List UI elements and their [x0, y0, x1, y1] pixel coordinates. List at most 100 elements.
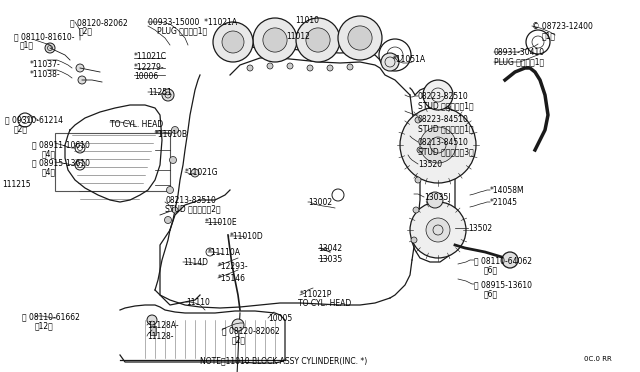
- Text: 13502: 13502: [468, 224, 492, 233]
- Bar: [150, 326, 156, 335]
- Text: Ⓥ 08915-13610: Ⓥ 08915-13610: [32, 158, 90, 167]
- Circle shape: [400, 107, 476, 183]
- Text: Ⓑ 08110-64062: Ⓑ 08110-64062: [474, 256, 532, 265]
- Text: 00933-15000  *11021A: 00933-15000 *11021A: [148, 18, 237, 27]
- Text: Ⓑ 08120-82062: Ⓑ 08120-82062: [70, 18, 128, 27]
- Text: STUD スタッド（1）: STUD スタッド（1）: [418, 101, 474, 110]
- Text: ＜1＞: ＜1＞: [542, 31, 556, 40]
- Circle shape: [502, 252, 518, 268]
- Text: 11128A-: 11128A-: [147, 321, 179, 330]
- Text: NOTE、11010 BLOCK ASSY CYLINDER(INC. *): NOTE、11010 BLOCK ASSY CYLINDER(INC. *): [200, 356, 367, 365]
- Text: 13042: 13042: [318, 244, 342, 253]
- Text: *11110A: *11110A: [208, 248, 241, 257]
- Text: TO CYL. HEAD: TO CYL. HEAD: [298, 299, 351, 308]
- Circle shape: [306, 28, 330, 52]
- Text: ＜6＞: ＜6＞: [484, 289, 498, 298]
- Text: © 08723-12400: © 08723-12400: [532, 22, 593, 31]
- Circle shape: [253, 18, 297, 62]
- Text: *11021P: *11021P: [300, 290, 332, 299]
- Circle shape: [78, 76, 86, 84]
- Text: ＜2＞: ＜2＞: [79, 26, 93, 35]
- Text: *11038-: *11038-: [30, 70, 61, 79]
- Text: 08931-30410: 08931-30410: [494, 48, 545, 57]
- Text: *11037-: *11037-: [30, 60, 61, 69]
- Circle shape: [287, 63, 293, 69]
- Circle shape: [348, 26, 372, 50]
- Text: PLUG プラグ（1）: PLUG プラグ（1）: [494, 57, 544, 66]
- Text: 08213-83510: 08213-83510: [165, 196, 216, 205]
- Circle shape: [232, 319, 244, 331]
- Text: 111215: 111215: [2, 180, 31, 189]
- Text: STUD スタッド（3）: STUD スタッド（3）: [418, 147, 474, 156]
- Text: 0C.0 RR: 0C.0 RR: [584, 356, 612, 362]
- Text: *11010E: *11010E: [205, 218, 237, 227]
- Text: *12279-: *12279-: [134, 63, 164, 72]
- Text: *11021C: *11021C: [134, 52, 167, 61]
- Text: *11010B: *11010B: [155, 130, 188, 139]
- Circle shape: [166, 186, 173, 193]
- Text: ＜4＞: ＜4＞: [42, 149, 56, 158]
- Text: PLUG プラグ（1）: PLUG プラグ（1）: [157, 26, 207, 35]
- Circle shape: [413, 207, 419, 213]
- Text: TO CYL. HEAD: TO CYL. HEAD: [110, 120, 163, 129]
- Text: 10005: 10005: [268, 314, 292, 323]
- Circle shape: [410, 202, 466, 258]
- Circle shape: [427, 192, 443, 208]
- Circle shape: [327, 65, 333, 71]
- Text: ＜1＞: ＜1＞: [20, 40, 34, 49]
- Text: 08213-84510: 08213-84510: [418, 138, 469, 147]
- Circle shape: [307, 65, 313, 71]
- Text: *11010D: *11010D: [230, 232, 264, 241]
- Circle shape: [267, 63, 273, 69]
- Text: 08223-82510: 08223-82510: [418, 92, 468, 101]
- Circle shape: [263, 28, 287, 52]
- Text: 13520: 13520: [418, 160, 442, 169]
- Circle shape: [247, 65, 253, 71]
- Circle shape: [417, 147, 423, 153]
- Text: STUD スタッド（2）: STUD スタッド（2）: [165, 204, 221, 213]
- Text: *12293-: *12293-: [218, 262, 248, 271]
- Circle shape: [415, 117, 421, 123]
- Text: *11021G: *11021G: [185, 168, 219, 177]
- Text: Ⓑ 08110-61662: Ⓑ 08110-61662: [22, 312, 80, 321]
- Circle shape: [162, 89, 174, 101]
- Circle shape: [420, 127, 456, 163]
- Circle shape: [76, 64, 84, 72]
- Circle shape: [338, 16, 382, 60]
- Text: 11010: 11010: [295, 16, 319, 25]
- Text: 1114D: 1114D: [183, 258, 208, 267]
- Text: 11251: 11251: [148, 88, 172, 97]
- Text: *14058M: *14058M: [490, 186, 525, 195]
- Bar: [55, 133, 170, 191]
- Text: ＜2＞: ＜2＞: [14, 124, 28, 133]
- Text: 10006: 10006: [134, 72, 158, 81]
- Text: Ⓑ 08110-81610-: Ⓑ 08110-81610-: [14, 32, 74, 41]
- Text: 13002: 13002: [308, 198, 332, 207]
- Text: *11051A: *11051A: [393, 55, 426, 64]
- Text: 11110: 11110: [186, 298, 210, 307]
- Text: 13035J: 13035J: [424, 193, 451, 202]
- Circle shape: [191, 169, 199, 177]
- Circle shape: [426, 218, 450, 242]
- Text: ＜12＞: ＜12＞: [35, 321, 54, 330]
- Circle shape: [172, 126, 179, 134]
- Text: 13035: 13035: [318, 255, 342, 264]
- Circle shape: [213, 22, 253, 62]
- Text: *15146: *15146: [218, 274, 246, 283]
- Circle shape: [423, 80, 453, 110]
- Text: 11128-: 11128-: [147, 332, 173, 341]
- Text: STUD スタッド（1）: STUD スタッド（1）: [418, 124, 474, 133]
- Text: ＜4＞: ＜4＞: [42, 167, 56, 176]
- Text: 11012: 11012: [286, 32, 310, 41]
- Circle shape: [147, 315, 157, 325]
- Circle shape: [347, 64, 353, 70]
- Text: ＜2＞: ＜2＞: [232, 335, 246, 344]
- Text: Ⓑ 08120-82062: Ⓑ 08120-82062: [222, 326, 280, 335]
- Circle shape: [170, 157, 177, 164]
- Text: ＜6＞: ＜6＞: [484, 265, 498, 274]
- Text: *21045: *21045: [490, 198, 518, 207]
- Circle shape: [164, 217, 172, 224]
- Circle shape: [415, 177, 421, 183]
- Text: Ⓢ 09310-61214: Ⓢ 09310-61214: [5, 115, 63, 124]
- Circle shape: [381, 53, 399, 71]
